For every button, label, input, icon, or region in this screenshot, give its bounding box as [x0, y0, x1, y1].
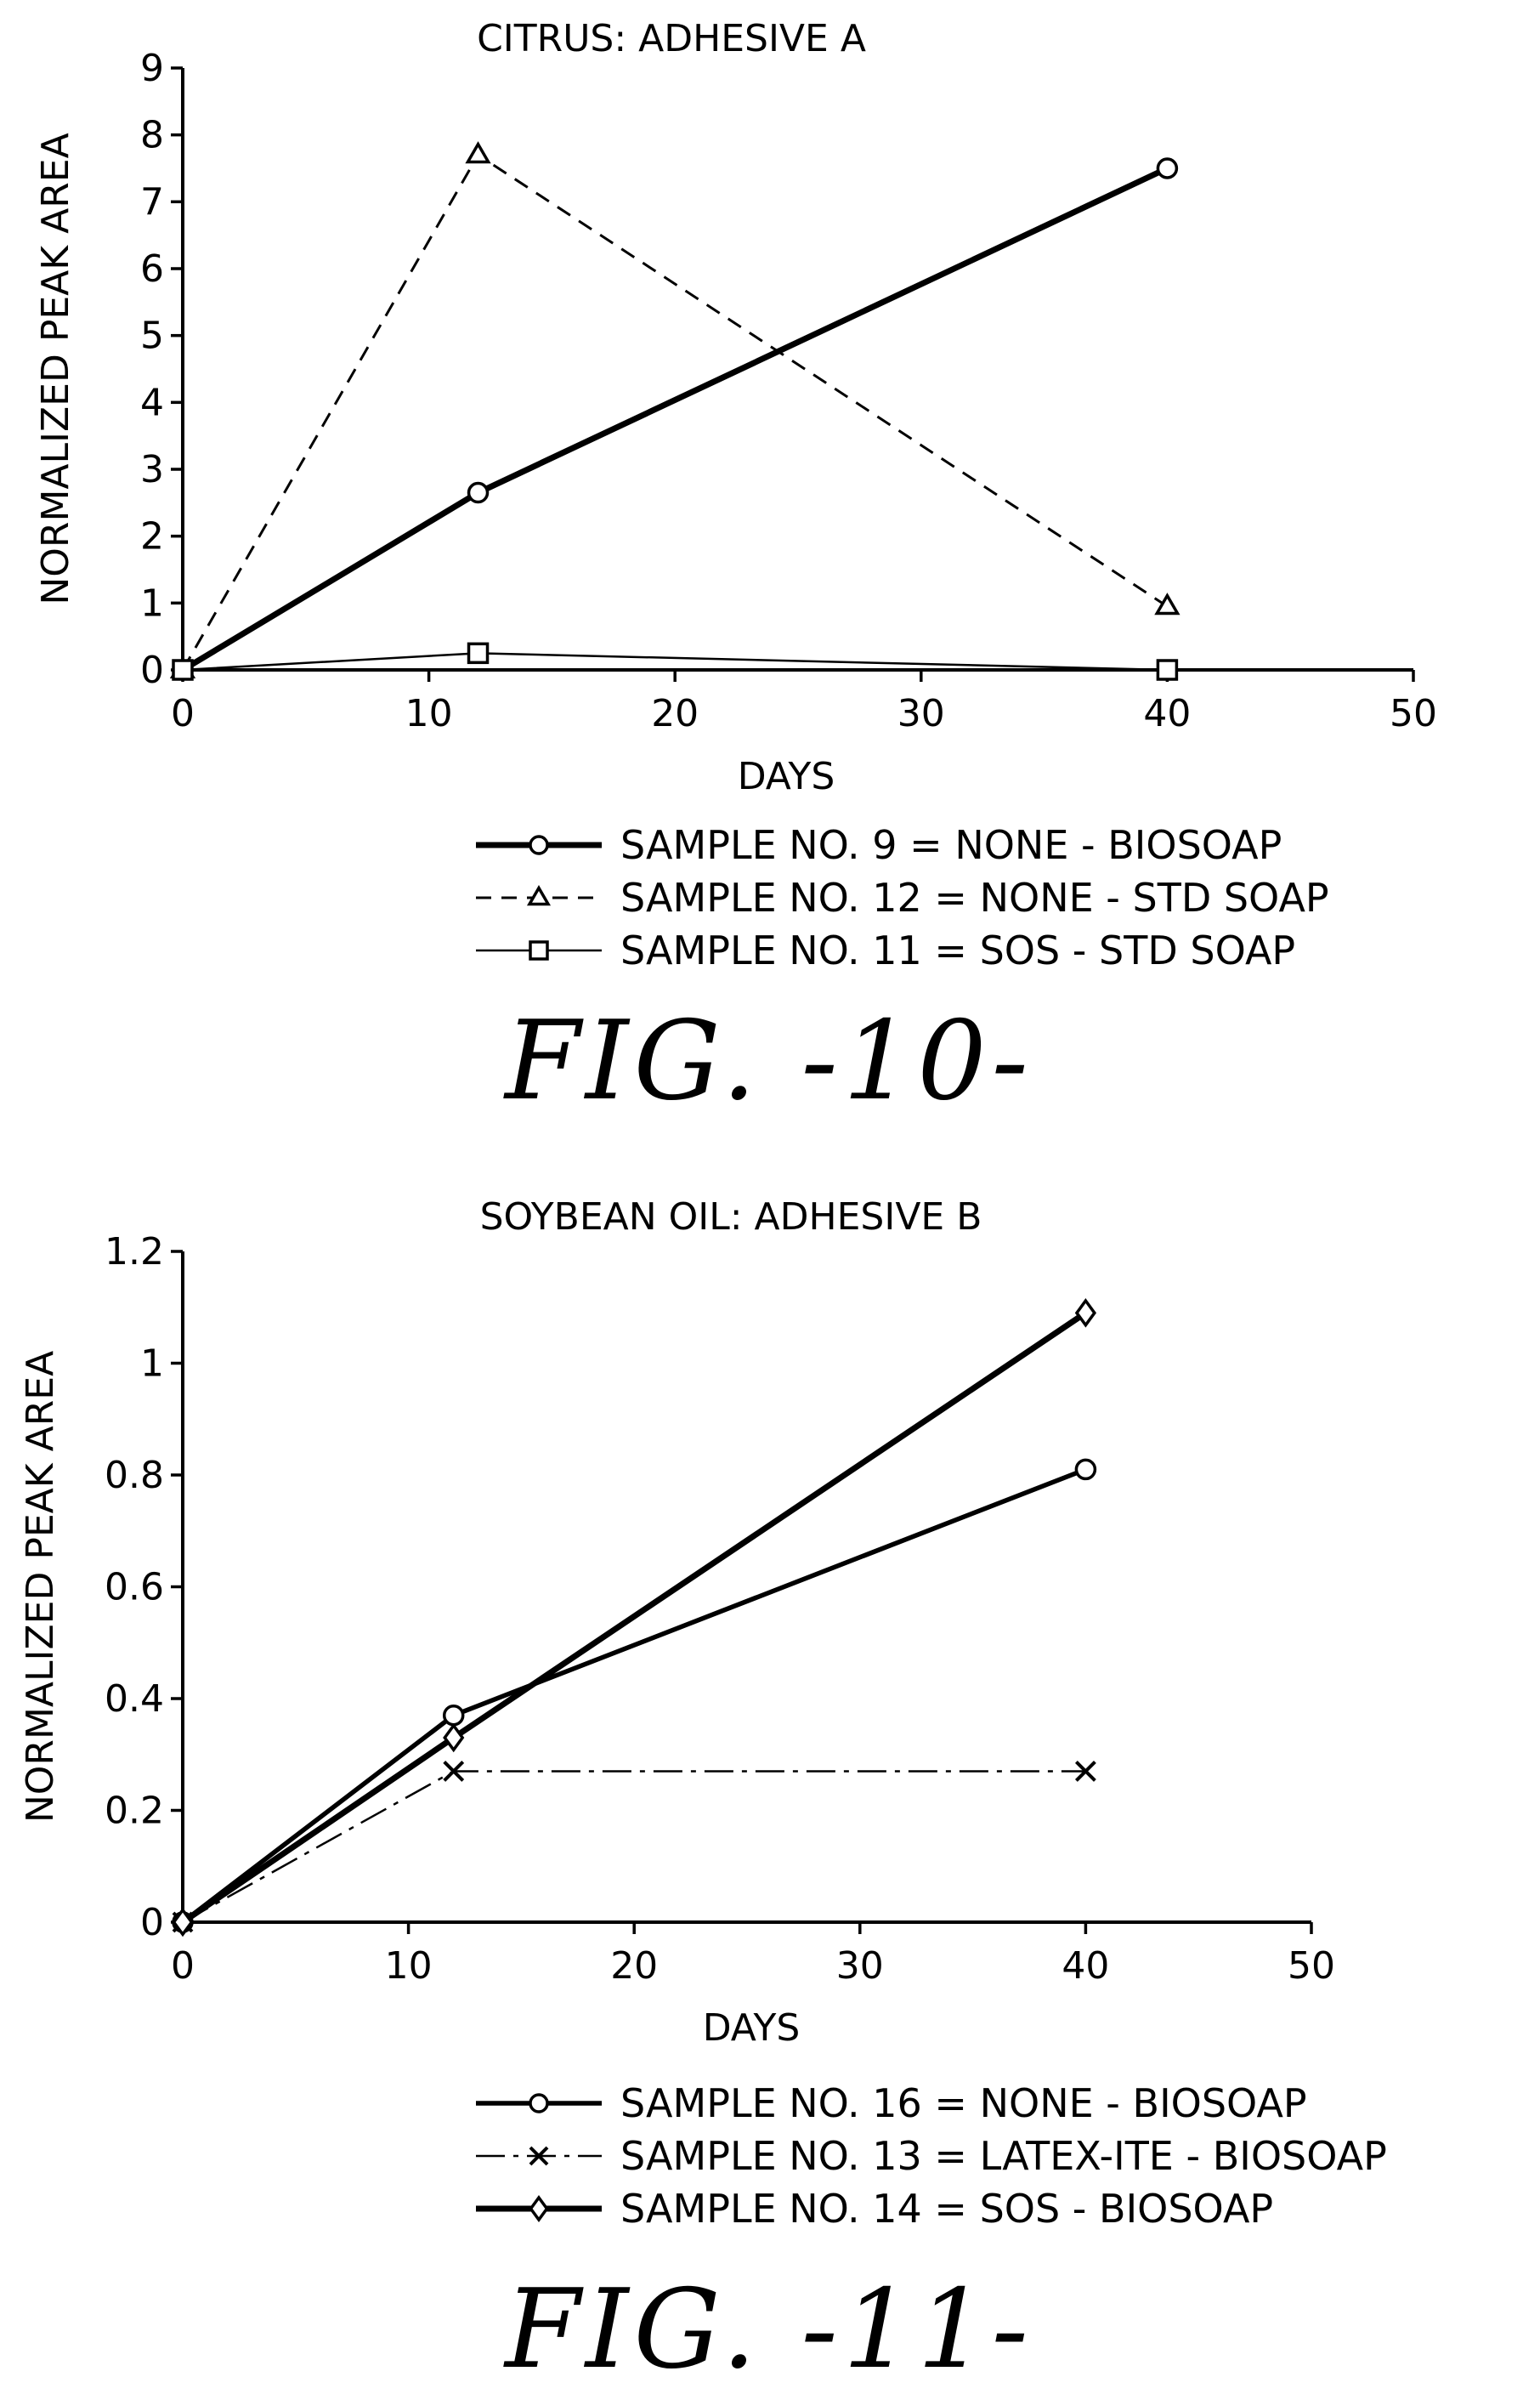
data-point-3 — [1156, 659, 1179, 681]
x-tick-label: 40 — [1062, 1944, 1109, 1988]
legend-marker-3 — [529, 2195, 549, 2222]
y-tick-label: 3 — [140, 448, 164, 491]
legend-entry-1: SAMPLE NO. 16 = NONE - BIOSOAP — [620, 2080, 1307, 2126]
series-line-1 — [181, 165, 1169, 673]
legend-marker-3 — [529, 940, 549, 961]
y-axis-label: NORMALIZED PEAK AREA — [34, 133, 77, 604]
figure-11: SOYBEAN OIL: ADHESIVE B NORMALIZED PEAK … — [0, 1182, 1540, 2394]
data-point-1 — [442, 1704, 465, 1727]
chart-title: CITRUS: ADHESIVE A — [477, 17, 866, 60]
y-tick-label: 8 — [140, 114, 164, 157]
legend-entry-1: SAMPLE NO. 9 = NONE - BIOSOAP — [620, 822, 1282, 868]
x-tick-label: 20 — [651, 692, 699, 735]
y-tick-label: 9 — [140, 47, 164, 90]
y-tick-label: 0 — [140, 649, 164, 692]
x-tick-label: 30 — [836, 1944, 884, 1988]
series-line-2 — [181, 153, 1169, 671]
data-point-3 — [443, 1722, 465, 1753]
y-tick-label: 0.6 — [105, 1566, 164, 1609]
data-point-2 — [1074, 1761, 1096, 1782]
y-axis-label: NORMALIZED PEAK AREA — [19, 1351, 62, 1823]
y-tick-label: 4 — [140, 381, 164, 424]
y-tick-label: 2 — [140, 515, 164, 559]
chart-10-svg: CITRUS: ADHESIVE A NORMALIZED PEAK AREA … — [34, 17, 1437, 1125]
x-axis-label: DAYS — [738, 755, 835, 798]
data-point-3 — [1074, 1298, 1097, 1328]
data-point-3 — [172, 1907, 194, 1937]
figure-caption: FIG. -11- — [503, 2266, 1033, 2393]
y-tick-label: 1.2 — [105, 1230, 164, 1274]
data-point-2 — [465, 141, 491, 164]
y-tick-label: 6 — [140, 247, 164, 291]
data-point-3 — [172, 659, 194, 681]
legend-entry-2: SAMPLE NO. 13 = LATEX-ITE - BIOSOAP — [620, 2133, 1387, 2179]
data-point-1 — [1156, 157, 1179, 179]
chart-11-svg: SOYBEAN OIL: ADHESIVE B NORMALIZED PEAK … — [19, 1195, 1387, 2393]
series-line-2 — [182, 1770, 1086, 1924]
y-tick-label: 1 — [140, 581, 164, 625]
x-tick-label: 50 — [1288, 1944, 1335, 1988]
legend-entry-3: SAMPLE NO. 11 = SOS - STD SOAP — [620, 928, 1295, 973]
y-tick-label: 0.2 — [105, 1790, 164, 1833]
y-tick-label: 7 — [140, 180, 164, 224]
x-tick-label: 0 — [171, 692, 195, 735]
legend-marker-2 — [526, 885, 552, 906]
data-point-2 — [1154, 593, 1180, 616]
legend-entry-3: SAMPLE NO. 14 = SOS - BIOSOAP — [620, 2186, 1273, 2232]
x-tick-label: 30 — [897, 692, 945, 735]
y-tick-label: 0 — [140, 1901, 164, 1944]
y-tick-label: 5 — [140, 315, 164, 358]
y-tick-label: 0.4 — [105, 1677, 164, 1721]
legend-marker-2 — [529, 2146, 549, 2166]
data-point-1 — [467, 481, 490, 504]
x-tick-label: 0 — [171, 1944, 195, 1988]
series-line-3 — [181, 1310, 1088, 1925]
data-point-3 — [467, 642, 490, 665]
x-tick-label: 40 — [1143, 692, 1191, 735]
x-tick-label: 50 — [1390, 692, 1437, 735]
y-tick-label: 0.8 — [105, 1454, 164, 1497]
series-line-3 — [182, 652, 1168, 672]
series-line-1 — [181, 1466, 1087, 1925]
x-tick-label: 10 — [385, 1944, 433, 1988]
x-tick-label: 10 — [405, 692, 453, 735]
x-tick-label: 20 — [610, 1944, 658, 1988]
x-axis-label: DAYS — [703, 2006, 801, 2050]
figure-10: CITRUS: ADHESIVE A NORMALIZED PEAK AREA … — [0, 0, 1540, 1156]
data-point-2 — [443, 1761, 465, 1782]
data-point-1 — [1074, 1458, 1097, 1481]
legend-entry-2: SAMPLE NO. 12 = NONE - STD SOAP — [620, 875, 1329, 921]
legend-marker-1 — [529, 835, 549, 855]
figure-caption: FIG. -10- — [503, 998, 1033, 1125]
legend-marker-1 — [529, 2093, 549, 2113]
y-tick-label: 1 — [140, 1342, 164, 1386]
chart-title: SOYBEAN OIL: ADHESIVE B — [480, 1195, 982, 1239]
